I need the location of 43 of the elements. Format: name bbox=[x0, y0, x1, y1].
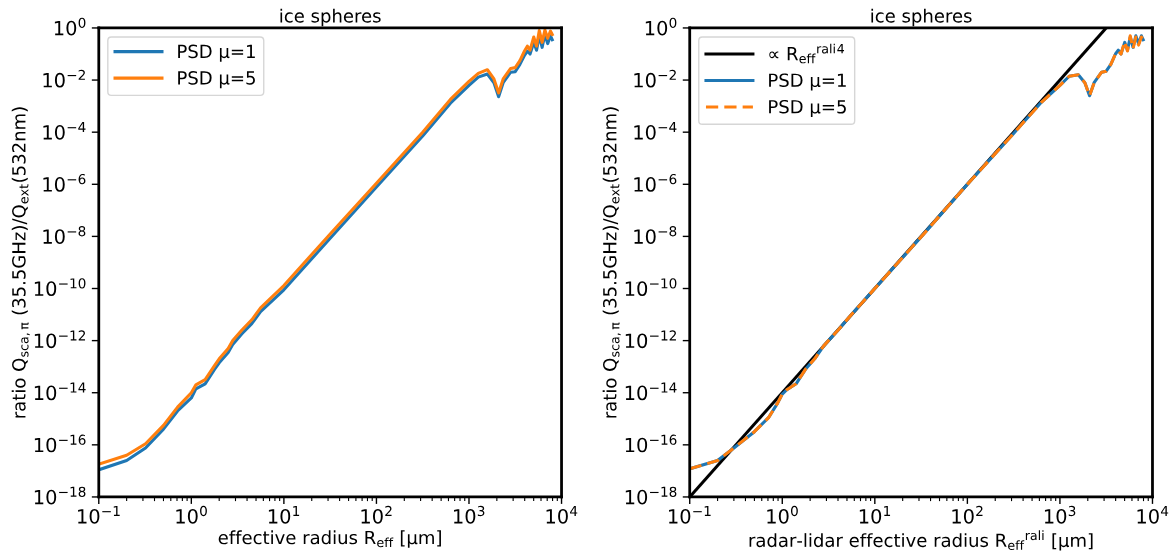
y-tick-label: 10$^{−18}$ bbox=[625, 486, 677, 505]
legend-label: PSD μ=1 bbox=[178, 44, 255, 62]
chart-title: ice spheres bbox=[871, 8, 972, 27]
y-tick-label: 10$^{−6}$ bbox=[43, 173, 86, 192]
x-tick-label: 10$^{3}$ bbox=[1044, 505, 1076, 524]
y-tick-label: 10$^{−8}$ bbox=[43, 226, 86, 244]
x-tick-label: 10$^{1}$ bbox=[859, 506, 891, 524]
x-tick-label: 10$^{2}$ bbox=[952, 505, 983, 524]
x-tick-label: 10$^{0}$ bbox=[176, 505, 207, 524]
x-tick-label: 10$^{−1}$ bbox=[78, 506, 120, 524]
x-tick-label: 10$^{0}$ bbox=[767, 505, 798, 524]
x-axis-title: effective radius R$_{eff}$ [μm] bbox=[218, 530, 441, 548]
y-tick-label: 10$^{−16}$ bbox=[34, 434, 86, 453]
y-tick-label: 10$^{0}$ bbox=[54, 17, 86, 36]
x-tick-label: 10$^{2}$ bbox=[361, 505, 392, 524]
y-tick-label: 10$^{−2}$ bbox=[634, 69, 676, 88]
y-tick-label: 10$^{−18}$ bbox=[34, 486, 86, 505]
x-tick-label: 10$^{3}$ bbox=[454, 505, 485, 524]
x-tick-label: 10$^{1}$ bbox=[268, 506, 300, 524]
y-tick-label: 10$^{−4}$ bbox=[634, 122, 677, 140]
y-tick-label: 10$^{−12}$ bbox=[34, 330, 86, 349]
y-axis-title: ratio Q$_{sca,π}$ (35.5GHz)/Q$_{ext}$(532nm) bbox=[11, 107, 30, 418]
legend-label: PSD μ=5 bbox=[769, 99, 846, 118]
y-tick-label: 10$^{−16}$ bbox=[625, 434, 677, 453]
legend-label: PSD μ=5 bbox=[178, 71, 255, 89]
y-tick-label: 10$^{−2}$ bbox=[43, 69, 85, 88]
y-tick-label: 10$^{0}$ bbox=[645, 17, 677, 36]
legend-label: ∝ R$_{eff}$$^{rali4}$ bbox=[769, 43, 845, 64]
x-tick-label: 10$^{−1}$ bbox=[669, 506, 711, 524]
legend-label: PSD μ=1 bbox=[769, 73, 846, 91]
y-tick-label: 10$^{−8}$ bbox=[634, 226, 677, 244]
y-tick-label: 10$^{−12}$ bbox=[625, 330, 676, 349]
x-tick-label: 10$^{4}$ bbox=[546, 506, 578, 524]
x-axis-title: radar-lidar effective radius R$_{eff}$$^{rali}$ [μm] bbox=[749, 530, 1093, 551]
y-tick-label: 10$^{−14}$ bbox=[34, 382, 86, 401]
chart-title: ice spheres bbox=[280, 8, 381, 27]
x-tick-label: 10$^{4}$ bbox=[1137, 506, 1169, 524]
y-tick-label: 10$^{−4}$ bbox=[43, 122, 86, 140]
y-axis-title: ratio Q$_{sca,π}$ (35.5GHz)/Q$_{ext}$(532nm) bbox=[602, 107, 621, 418]
y-tick-label: 10$^{−6}$ bbox=[634, 173, 677, 192]
y-tick-label: 10$^{−10}$ bbox=[34, 278, 86, 297]
y-tick-label: 10$^{−10}$ bbox=[625, 278, 677, 297]
y-tick-label: 10$^{−14}$ bbox=[625, 382, 677, 401]
